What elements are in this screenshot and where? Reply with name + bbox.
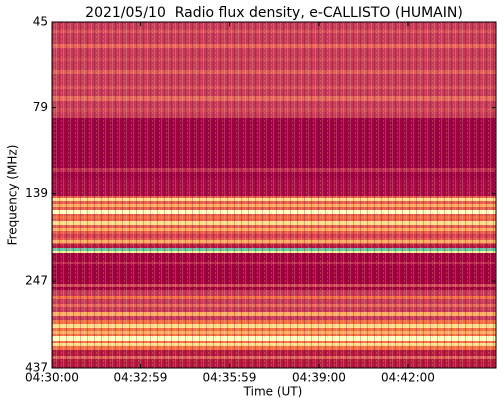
x-tick-label: 04:39:00 <box>292 371 346 385</box>
y-tick-label: 247 <box>25 274 48 288</box>
y-tick-label: 139 <box>25 186 48 200</box>
plot-frame <box>51 21 497 369</box>
x-tick-label: 04:35:59 <box>203 371 257 385</box>
y-axis-label: Frequency (MHz) <box>6 145 20 246</box>
y-tick-label: 79 <box>33 100 48 114</box>
spectrogram-image <box>52 22 496 368</box>
y-tick-label: 45 <box>33 15 48 29</box>
x-axis-label: Time (UT) <box>243 385 303 399</box>
x-tick-label: 04:32:59 <box>114 371 168 385</box>
chart-title: 2021/05/10 Radio flux density, e-CALLIST… <box>85 5 463 21</box>
x-tick-label: 04:42:00 <box>381 371 435 385</box>
x-tick-label: 04:30:00 <box>25 371 79 385</box>
y-tick-label: 437 <box>25 361 48 375</box>
